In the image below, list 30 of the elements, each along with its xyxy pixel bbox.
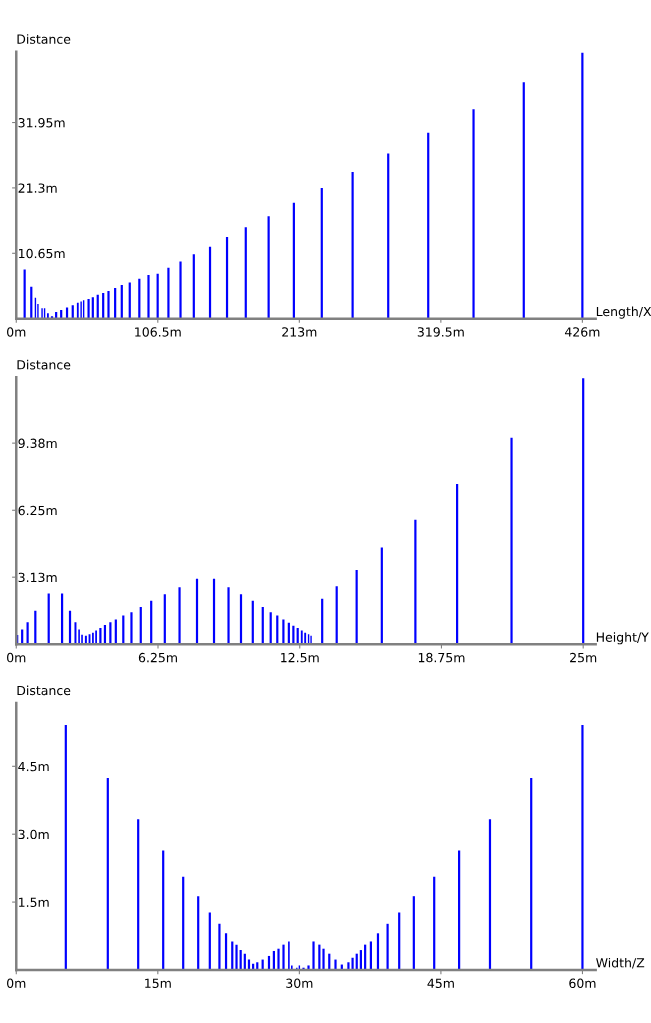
x-tick-label: 6.25m	[138, 652, 177, 663]
x-tick-label: 319.5m	[417, 327, 464, 337]
x-tick-label: 30m	[286, 978, 313, 988]
x-tick-label: 106.5m	[135, 327, 181, 337]
x-tick-label: 25m	[570, 652, 597, 663]
x-axis-title: Height/Y	[596, 632, 649, 645]
y-axis-title: Distance	[17, 685, 71, 696]
y-tick-label: 4.5m	[18, 761, 49, 772]
y-tick-label: 1.5m	[19, 897, 49, 908]
x-axis-title: Width/Z	[596, 957, 645, 969]
x-tick-label: 0m	[7, 327, 26, 337]
y-tick-label: 31.95m	[18, 118, 65, 128]
y-axis-title: Distance	[17, 359, 71, 370]
x-tick-label: 45m	[427, 978, 454, 988]
x-tick-label: 15m	[145, 978, 171, 988]
x-tick-label: 213m	[282, 327, 317, 337]
x-tick-label: 0m	[7, 652, 26, 663]
x-tick-label: 0m	[7, 978, 26, 988]
x-tick-label: 60m	[569, 978, 596, 988]
y-tick-label: 3.0m	[18, 829, 49, 840]
y-axis-title: Distance	[17, 34, 71, 44]
y-tick-label: 21.3m	[18, 183, 57, 193]
y-tick-label: 3.13m	[18, 572, 57, 583]
x-tick-label: 18.75m	[418, 652, 465, 663]
y-tick-label: 10.65m	[19, 248, 65, 259]
x-tick-label: 12.5m	[281, 652, 319, 663]
y-tick-label: 6.25m	[18, 505, 57, 516]
x-axis-title: Length/X	[596, 306, 651, 319]
x-tick-label: 426m	[564, 327, 600, 337]
y-tick-label: 9.38m	[18, 438, 57, 449]
